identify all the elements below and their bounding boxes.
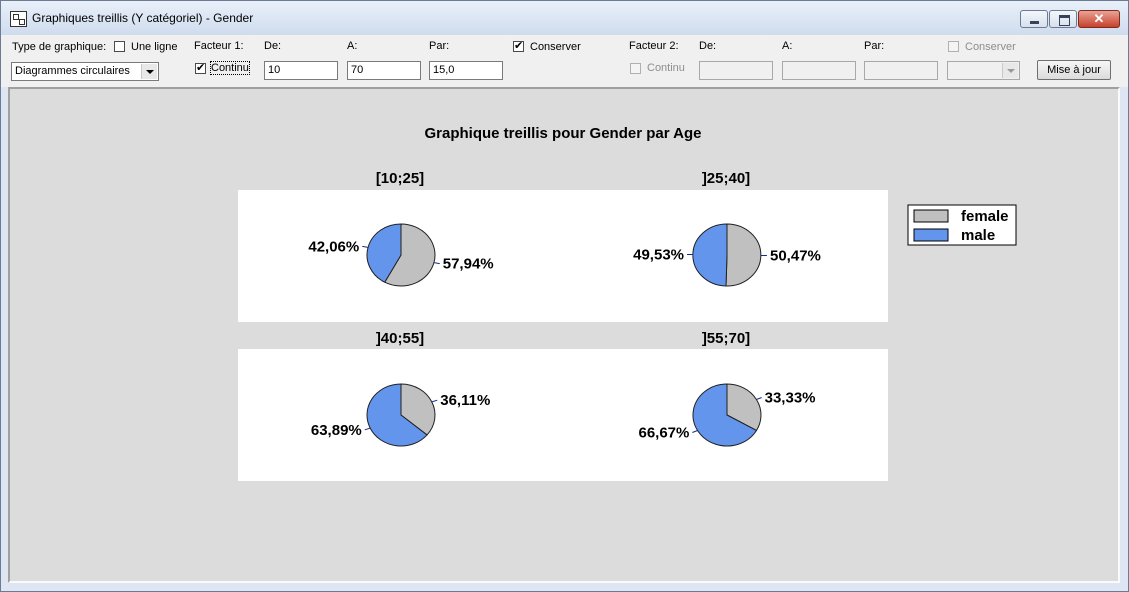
panel-row-top-background — [238, 190, 888, 322]
minimize-icon — [1030, 21, 1039, 24]
label-leader-line — [364, 427, 371, 431]
factor2-to-input[interactable] — [782, 61, 856, 80]
slice-percent-label: 63,89% — [311, 422, 362, 439]
chart-type-select[interactable]: Diagrammes circulaires — [11, 62, 159, 81]
factor2-keep-checkbox[interactable] — [948, 41, 959, 52]
factor2-continuous-checkbox[interactable] — [630, 63, 641, 74]
factor1-keep-label: Conserver — [530, 41, 581, 53]
title-bar[interactable]: Graphiques treillis (Y catégoriel) - Gen… — [1, 1, 1128, 35]
one-line-label: Une ligne — [131, 41, 178, 53]
panel-title: ]55;70] — [702, 330, 750, 347]
slice-percent-label: 33,33% — [765, 390, 816, 407]
slice-percent-label: 49,53% — [633, 246, 684, 263]
factor1-from-label: De: — [264, 40, 282, 52]
legend-swatch-female — [913, 209, 949, 223]
pie-slice-male — [366, 383, 428, 447]
close-button[interactable]: ✕ — [1078, 10, 1120, 28]
chart-title: Graphique treillis pour Gender par Age — [425, 125, 702, 142]
pie-slice-male — [366, 223, 402, 283]
chart-canvas: Graphique treillis pour Gender par Age [1… — [8, 87, 1120, 583]
factor1-from-input[interactable]: 10 — [264, 61, 338, 80]
chart-type-label: Type de graphique: — [12, 41, 107, 53]
factor1-continuous-checkbox[interactable] — [195, 61, 206, 74]
one-line-checkbox[interactable] — [114, 41, 125, 52]
factor1-step-input[interactable]: 15,0 — [429, 61, 503, 80]
factor1-label: Facteur 1: — [194, 40, 244, 52]
factor2-to-label: A: — [782, 40, 793, 52]
panel-row-bottom-background — [238, 349, 888, 481]
chart-type-value: Diagrammes circulaires — [15, 65, 130, 77]
factor1-keep-checkbox[interactable] — [513, 39, 524, 52]
factor2-keep-label: Conserver — [965, 41, 1016, 53]
trellis-chart: Graphique treillis pour Gender par Age [1… — [238, 125, 1017, 481]
maximize-icon — [1059, 15, 1070, 26]
update-button[interactable]: Mise à jour — [1037, 60, 1111, 80]
legend-label-female: female — [961, 208, 1009, 225]
toolbar: Type de graphique: Une ligne Diagrammes … — [1, 35, 1128, 87]
legend-swatch-male — [913, 228, 949, 242]
pie-slice-female — [726, 383, 762, 432]
factor2-step-label: Par: — [864, 40, 885, 52]
label-leader-line — [431, 399, 438, 403]
close-icon: ✕ — [1093, 11, 1105, 26]
legend-label-male: male — [961, 227, 995, 244]
factor1-continuous-label: Continu — [210, 61, 250, 75]
factor2-from-input[interactable] — [699, 61, 773, 80]
panel-title: ]25;40] — [702, 170, 750, 187]
factor1-to-label: A: — [347, 40, 358, 52]
slice-percent-label: 42,06% — [308, 238, 359, 255]
minimize-button[interactable] — [1020, 10, 1048, 28]
pie-slice-female — [384, 223, 436, 287]
window-title: Graphiques treillis (Y catégoriel) - Gen… — [32, 11, 254, 25]
slice-percent-label: 66,67% — [638, 425, 689, 442]
label-leader-line — [362, 245, 369, 248]
label-leader-line — [692, 430, 698, 433]
chevron-down-icon[interactable] — [1002, 63, 1018, 78]
slice-percent-label: 57,94% — [443, 256, 494, 273]
factor2-continuous-label: Continu — [647, 62, 685, 74]
factor2-keep-select[interactable] — [947, 61, 1020, 80]
factor2-from-label: De: — [699, 40, 717, 52]
factor1-step-label: Par: — [429, 40, 450, 52]
chevron-down-icon[interactable] — [141, 64, 157, 79]
slice-percent-label: 50,47% — [770, 248, 821, 265]
pie-slice-female — [725, 223, 762, 287]
slice-percent-label: 36,11% — [440, 392, 490, 409]
maximize-button[interactable] — [1049, 10, 1077, 28]
factor2-label: Facteur 2: — [629, 40, 679, 52]
app-icon[interactable] — [10, 11, 27, 27]
factor2-step-input[interactable] — [864, 61, 938, 80]
factor1-to-input[interactable]: 70 — [347, 61, 421, 80]
panel-title: [10;25] — [376, 170, 424, 187]
panel-title: ]40;55] — [376, 330, 424, 347]
label-leader-line — [756, 397, 762, 400]
label-leader-line — [433, 262, 440, 265]
